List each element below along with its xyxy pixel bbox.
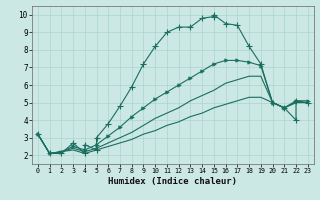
X-axis label: Humidex (Indice chaleur): Humidex (Indice chaleur): [108, 177, 237, 186]
